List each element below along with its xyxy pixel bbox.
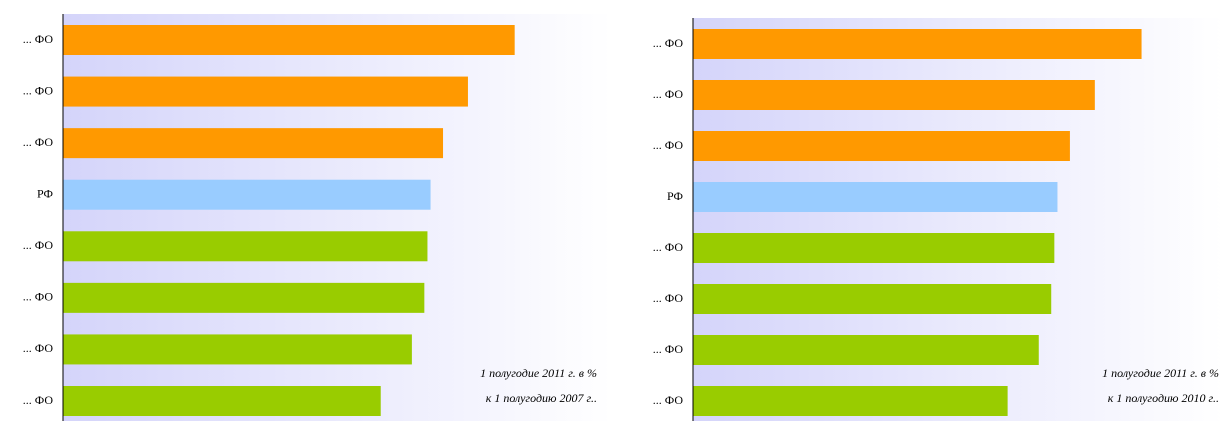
category-label: ... ФО bbox=[23, 83, 54, 97]
bar bbox=[693, 386, 1008, 416]
bar bbox=[63, 25, 515, 55]
category-label: ... ФО bbox=[23, 32, 54, 46]
bar bbox=[693, 335, 1039, 365]
bar bbox=[693, 284, 1052, 314]
category-label: РФ bbox=[37, 186, 53, 200]
bar bbox=[693, 131, 1070, 161]
bar bbox=[693, 29, 1142, 59]
category-label: ... ФО bbox=[653, 342, 684, 356]
annotation: 1 полугодие 2011 г. в % bbox=[480, 366, 597, 380]
category-label: ... ФО bbox=[23, 135, 54, 149]
bar bbox=[63, 282, 425, 313]
category-label: ... ФО bbox=[653, 393, 684, 407]
category-label: ... ФО bbox=[653, 87, 684, 101]
category-label: РФ bbox=[667, 189, 683, 203]
category-label: ... ФО bbox=[653, 36, 684, 50]
bar bbox=[693, 80, 1095, 110]
bar bbox=[63, 76, 468, 107]
category-label: ... ФО bbox=[23, 238, 54, 252]
bar bbox=[693, 233, 1055, 263]
category-label: ... ФО bbox=[23, 393, 54, 407]
bar bbox=[63, 386, 381, 416]
category-label: ... ФО bbox=[653, 240, 684, 254]
category-label: ... ФО bbox=[23, 341, 54, 355]
bar bbox=[63, 179, 431, 210]
bar bbox=[63, 231, 428, 262]
bar bbox=[693, 182, 1058, 212]
category-label: ... ФО bbox=[653, 138, 684, 152]
bar bbox=[63, 334, 412, 365]
category-label: ... ФО bbox=[23, 290, 54, 304]
annotation: к 1 полугодию 2007 г.. bbox=[486, 391, 597, 405]
annotation: к 1 полугодию 2010 г.. bbox=[1108, 391, 1219, 405]
category-label: ... ФО bbox=[653, 291, 684, 305]
bar bbox=[63, 128, 444, 159]
annotation: 1 полугодие 2011 г. в % bbox=[1102, 366, 1219, 380]
